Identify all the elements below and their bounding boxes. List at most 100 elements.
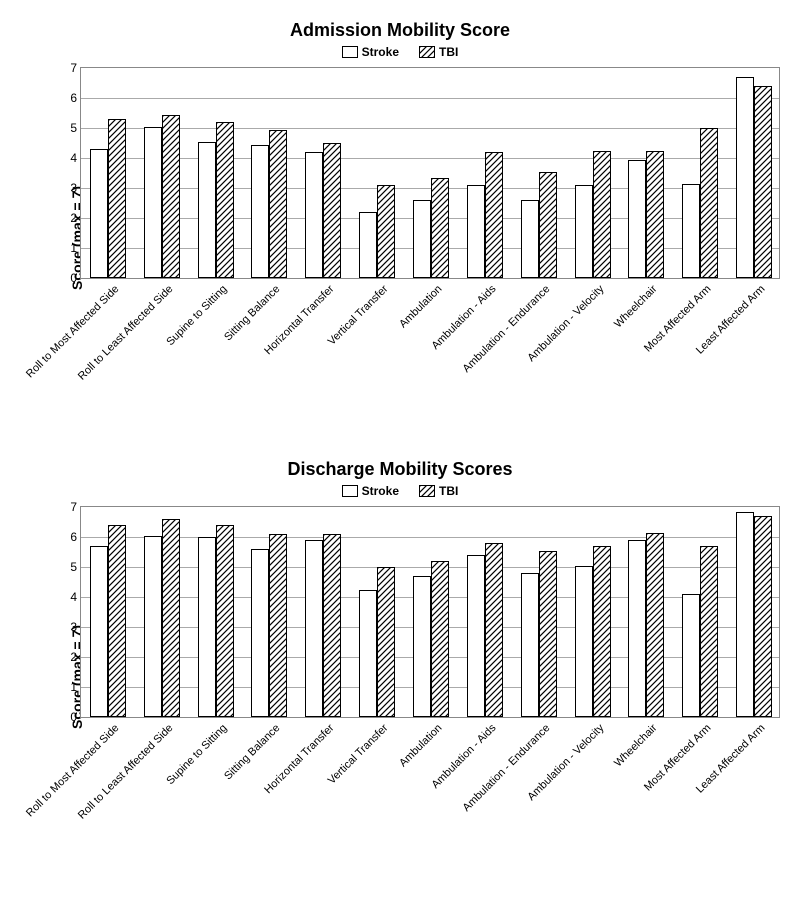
bars-layer <box>81 507 779 717</box>
bar-tbi <box>216 525 234 717</box>
bar-stroke <box>467 185 485 278</box>
bar-stroke <box>413 576 431 717</box>
y-tick: 7 <box>59 61 77 75</box>
chart-title: Discharge Mobility Scores <box>10 459 790 480</box>
chart: Discharge Mobility Scores Stroke TBI Score … <box>10 459 790 848</box>
x-label: Sitting Balance <box>223 722 283 782</box>
chart: Admission Mobility Score Stroke TBI Score (… <box>10 20 790 409</box>
legend-label: TBI <box>439 484 458 498</box>
bar-stroke <box>251 549 269 717</box>
chart-title: Admission Mobility Score <box>10 20 790 41</box>
bar-tbi <box>539 551 557 718</box>
bar-tbi <box>593 546 611 717</box>
legend-label: Stroke <box>362 45 399 59</box>
bar-tbi <box>754 516 772 717</box>
bar-stroke <box>305 152 323 278</box>
bar-tbi <box>269 130 287 279</box>
y-tick: 6 <box>59 530 77 544</box>
x-label: Ambulation <box>397 283 444 330</box>
y-tick: 3 <box>59 620 77 634</box>
bar-tbi <box>377 567 395 717</box>
x-label: Wheelchair <box>612 283 659 330</box>
y-tick: 3 <box>59 181 77 195</box>
bar-stroke <box>144 127 162 279</box>
bar-stroke <box>736 77 754 278</box>
bar-tbi <box>108 525 126 717</box>
legend-item-tbi: TBI <box>419 484 458 498</box>
x-label: Wheelchair <box>612 722 659 769</box>
plot-wrap: Score (max = 7)01234567Roll to Most Affe… <box>80 506 780 848</box>
bar-tbi <box>323 534 341 717</box>
legend-item-tbi: TBI <box>419 45 458 59</box>
x-label: Roll to Least Affected Side <box>76 283 176 383</box>
y-tick: 2 <box>59 650 77 664</box>
y-tick: 4 <box>59 590 77 604</box>
y-tick: 5 <box>59 121 77 135</box>
y-tick: 1 <box>59 241 77 255</box>
bar-stroke <box>575 566 593 718</box>
x-label: Roll to Most Affected Side <box>24 722 121 819</box>
legend-item-stroke: Stroke <box>342 45 399 59</box>
y-tick: 1 <box>59 680 77 694</box>
plot-wrap: Score (max = 7)01234567Roll to Most Affe… <box>80 67 780 409</box>
bar-stroke <box>575 185 593 278</box>
bar-stroke <box>251 145 269 279</box>
bar-tbi <box>700 546 718 717</box>
legend-label: Stroke <box>362 484 399 498</box>
bar-tbi <box>485 543 503 717</box>
y-tick: 6 <box>59 91 77 105</box>
y-tick: 0 <box>59 710 77 724</box>
bar-stroke <box>628 540 646 717</box>
bar-tbi <box>269 534 287 717</box>
legend-item-stroke: Stroke <box>342 484 399 498</box>
tbi-swatch <box>419 485 435 497</box>
bar-stroke <box>467 555 485 717</box>
y-tick: 5 <box>59 560 77 574</box>
bar-stroke <box>359 590 377 718</box>
x-label: Ambulation - Endurance <box>460 722 552 814</box>
bar-stroke <box>90 149 108 278</box>
bar-stroke <box>682 184 700 279</box>
tbi-swatch <box>419 46 435 58</box>
bar-stroke <box>413 200 431 278</box>
stroke-swatch <box>342 485 358 497</box>
bar-tbi <box>431 561 449 717</box>
x-labels: Roll to Most Affected SideRoll to Least … <box>80 718 780 848</box>
bar-stroke <box>198 537 216 717</box>
bar-stroke <box>144 536 162 718</box>
x-label: Sitting Balance <box>223 283 283 343</box>
bar-stroke <box>682 594 700 717</box>
bar-tbi <box>431 178 449 279</box>
bar-stroke <box>521 573 539 717</box>
bar-tbi <box>108 119 126 278</box>
bar-tbi <box>754 86 772 278</box>
y-tick: 7 <box>59 500 77 514</box>
bar-tbi <box>377 185 395 278</box>
bar-tbi <box>646 151 664 279</box>
bar-tbi <box>485 152 503 278</box>
x-label: Vertical Transfer <box>326 283 391 348</box>
x-label: Roll to Least Affected Side <box>76 722 176 822</box>
plot-area: 01234567 <box>80 506 780 718</box>
legend: Stroke TBI <box>10 484 790 498</box>
bar-stroke <box>90 546 108 717</box>
y-tick: 2 <box>59 211 77 225</box>
y-tick: 4 <box>59 151 77 165</box>
x-label: Ambulation <box>397 722 444 769</box>
bar-stroke <box>736 512 754 718</box>
bar-tbi <box>593 151 611 279</box>
bar-tbi <box>323 143 341 278</box>
bar-tbi <box>539 172 557 279</box>
stroke-swatch <box>342 46 358 58</box>
legend: Stroke TBI <box>10 45 790 59</box>
bar-stroke <box>521 200 539 278</box>
bar-tbi <box>216 122 234 278</box>
bar-stroke <box>198 142 216 279</box>
bar-stroke <box>305 540 323 717</box>
plot-area: 01234567 <box>80 67 780 279</box>
bar-tbi <box>162 115 180 279</box>
legend-label: TBI <box>439 45 458 59</box>
bar-stroke <box>628 160 646 279</box>
bar-tbi <box>162 519 180 717</box>
bar-tbi <box>646 533 664 718</box>
